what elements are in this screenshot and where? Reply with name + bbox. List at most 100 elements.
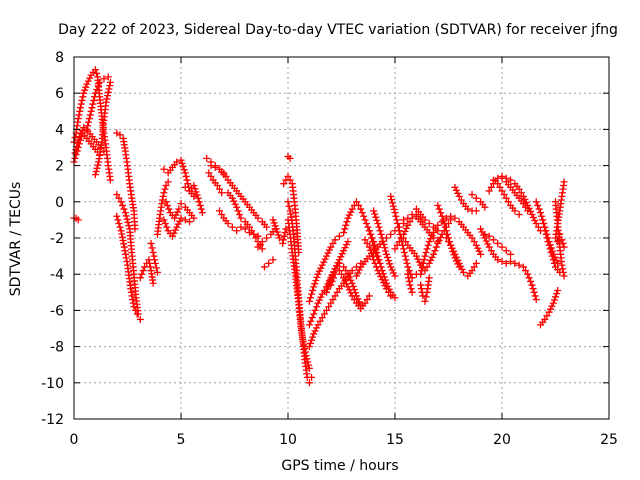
data-point [318, 290, 326, 298]
data-point [329, 239, 337, 247]
data-point [371, 210, 379, 218]
data-point [77, 130, 85, 138]
data-point [354, 269, 362, 277]
data-point [360, 212, 368, 220]
data-point [348, 267, 356, 275]
data-point [83, 80, 91, 88]
data-point [340, 274, 348, 282]
data-point [94, 161, 102, 169]
data-point [120, 205, 128, 213]
data-point [487, 183, 495, 191]
data-point [519, 200, 527, 208]
data-point [464, 205, 472, 213]
data-point [382, 285, 390, 293]
data-point [269, 216, 277, 224]
data-point [500, 191, 508, 199]
data-point [233, 203, 241, 211]
data-point [531, 292, 539, 300]
data-point [230, 197, 238, 205]
data-point [421, 216, 429, 224]
data-point [121, 209, 129, 217]
data-point [171, 214, 179, 222]
data-point [352, 272, 360, 280]
data-point [254, 214, 262, 222]
data-point [468, 234, 476, 242]
data-point [331, 270, 339, 278]
data-point [340, 263, 348, 271]
data-point [162, 198, 170, 206]
data-point [534, 223, 542, 231]
data-point [96, 78, 104, 86]
data-point [554, 286, 562, 294]
data-point [163, 223, 171, 231]
data-point [435, 205, 443, 213]
data-point [362, 220, 370, 228]
data-point [550, 296, 558, 304]
y-tick-label: -8 [50, 340, 64, 356]
data-point [117, 198, 125, 206]
data-point [401, 227, 409, 235]
data-point [525, 274, 533, 282]
data-point [301, 348, 309, 356]
data-point [535, 205, 543, 213]
data-point [87, 107, 95, 115]
data-point [361, 236, 369, 244]
data-point [190, 214, 198, 222]
data-point [295, 248, 303, 256]
y-tick-label: -10 [41, 376, 64, 392]
data-point [529, 213, 537, 221]
data-point [329, 296, 337, 304]
data-point [405, 277, 413, 285]
data-point [345, 286, 353, 294]
data-point [180, 166, 188, 174]
data-point [116, 223, 124, 231]
data-point [352, 198, 360, 206]
data-point [103, 95, 111, 103]
x-axis-label: GPS time / hours [281, 458, 398, 474]
data-point [301, 344, 309, 352]
data-point [380, 279, 388, 287]
data-point [324, 285, 332, 293]
data-point [511, 207, 519, 215]
data-point [496, 183, 504, 191]
data-point [417, 281, 425, 289]
data-point [216, 165, 224, 173]
data-point [541, 227, 549, 235]
data-point [389, 202, 397, 210]
data-point [366, 246, 374, 254]
data-point [371, 241, 379, 249]
data-point [347, 289, 355, 297]
data-point [327, 299, 335, 307]
data-point [92, 167, 100, 175]
data-point [173, 208, 181, 216]
data-point [481, 203, 489, 211]
data-point [412, 252, 420, 260]
data-point [316, 317, 324, 325]
data-point [559, 239, 567, 247]
data-point [385, 288, 393, 296]
data-point [113, 212, 121, 220]
data-point [195, 198, 203, 206]
data-point [544, 238, 552, 246]
data-point [485, 232, 493, 240]
x-tick-label: 15 [386, 432, 404, 448]
data-point [194, 194, 202, 202]
data-point [368, 234, 376, 242]
data-point [88, 104, 96, 112]
data-point [543, 234, 551, 242]
data-point [147, 239, 155, 247]
data-point [387, 230, 395, 238]
data-point [540, 220, 548, 228]
data-point [546, 245, 554, 253]
data-point [307, 317, 315, 325]
data-point [224, 220, 232, 228]
data-point [181, 169, 189, 177]
data-point [348, 205, 356, 213]
data-point [228, 194, 236, 202]
data-point [83, 125, 91, 133]
data-point [317, 264, 325, 272]
data-point [309, 333, 317, 341]
grid-lines [74, 57, 609, 419]
data-point [524, 270, 532, 278]
data-point [133, 310, 141, 318]
